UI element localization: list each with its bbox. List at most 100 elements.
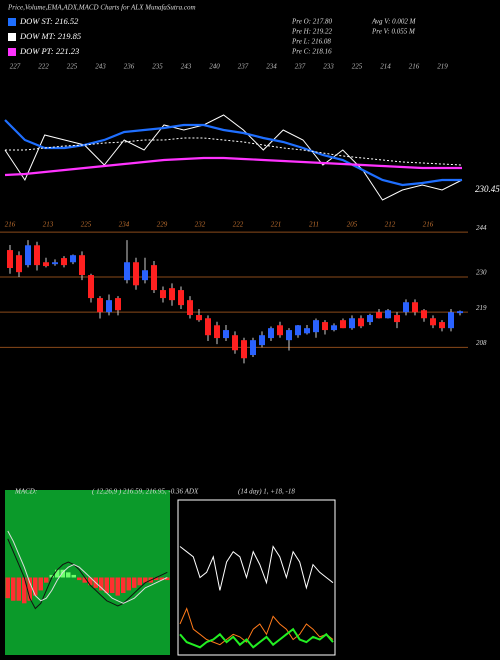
candle-body: [151, 265, 157, 291]
macd-panel: [5, 490, 170, 655]
histogram-bar: [137, 577, 142, 586]
histogram-bar: [82, 577, 87, 583]
candle-body: [268, 328, 274, 339]
histogram-bar: [27, 577, 32, 601]
histogram-bar: [159, 577, 164, 581]
legend-label: DOW MT: 219.85: [19, 31, 81, 41]
stat: Pre O: 217.80: [291, 18, 332, 26]
histogram-bar: [88, 577, 93, 586]
histogram-bar: [55, 569, 60, 578]
macd-params: ( 12,26,9 ) 216.59, 216.95, -0.36 ADX: [92, 488, 199, 496]
candle-body: [385, 310, 391, 319]
chart-title: Price,Volume,EMA,ADX,MACD Charts for ALX…: [7, 4, 196, 12]
candle-body: [448, 312, 454, 329]
candle-body: [160, 290, 166, 299]
histogram-bar: [99, 577, 104, 591]
adx-line: [179, 545, 334, 591]
top-label: 233: [323, 63, 334, 71]
top-label: 237: [295, 63, 306, 71]
histogram-bar: [5, 577, 10, 599]
candle-body: [7, 250, 13, 268]
histogram-bar: [11, 577, 16, 601]
stat: Avg V: 0.002 M: [371, 18, 417, 26]
top-label: 214: [380, 63, 391, 71]
candle-body: [205, 318, 211, 336]
candle-body: [223, 330, 229, 339]
histogram-bar: [44, 577, 49, 583]
top-label: 225: [67, 63, 78, 71]
histogram-bar: [60, 569, 65, 578]
top-label: 243: [95, 63, 106, 71]
candle-body: [34, 245, 40, 266]
date-label: 213: [43, 221, 54, 229]
histogram-bar: [104, 577, 109, 593]
candle-body: [304, 328, 310, 334]
date-label: 211: [309, 221, 319, 229]
date-label: 234: [119, 221, 130, 229]
series-line: [4, 114, 463, 201]
histogram-bar: [66, 572, 71, 578]
top-label: 240: [209, 63, 220, 71]
date-label: 216: [423, 221, 434, 229]
histogram-bar: [132, 577, 137, 588]
stat: Pre V: 0.055 M: [371, 28, 416, 36]
candle-body: [295, 325, 301, 336]
y-tick-label: 230: [476, 269, 487, 277]
candle-body: [88, 275, 94, 299]
annotation: 230.45: [475, 184, 500, 194]
candle-body: [439, 322, 445, 329]
candle-body: [340, 320, 346, 329]
top-label: 225: [352, 63, 363, 71]
macd-line: [7, 530, 168, 604]
candle-body: [196, 315, 202, 321]
candle-body: [52, 262, 58, 265]
legend-swatch: [8, 48, 16, 56]
candle-body: [430, 318, 436, 326]
candle-body: [331, 325, 337, 331]
top-label: 243: [181, 63, 192, 71]
stat: Pre L: 216.08: [291, 38, 331, 46]
candle-body: [259, 335, 265, 346]
top-label: 216: [409, 63, 420, 71]
date-label: 225: [81, 221, 92, 229]
candle-body: [394, 315, 400, 323]
histogram-bar: [121, 577, 126, 593]
candle-body: [376, 312, 382, 319]
histogram-bar: [49, 574, 54, 578]
candle-body: [115, 298, 121, 311]
candle-body: [241, 340, 247, 359]
top-label: 236: [124, 63, 135, 71]
candle-body: [322, 322, 328, 331]
candle-body: [403, 302, 409, 313]
top-label: 234: [266, 63, 277, 71]
candle-body: [133, 262, 139, 286]
histogram-bar: [71, 574, 76, 578]
candle-body: [106, 300, 112, 313]
histogram-bar: [110, 577, 115, 593]
histogram-bar: [16, 577, 21, 601]
series-line: [5, 137, 463, 166]
histogram-bar: [22, 577, 27, 604]
adx-line: [179, 607, 334, 646]
histogram-bar: [33, 577, 38, 596]
series-line: [4, 156, 462, 177]
adx-line: [179, 627, 334, 649]
y-tick-label: 219: [476, 304, 487, 312]
candle-body: [25, 245, 31, 266]
candle-body: [16, 255, 22, 273]
candle-body: [169, 288, 175, 301]
date-label: 212: [385, 221, 396, 229]
top-label: 227: [10, 63, 21, 71]
candle-body: [421, 310, 427, 319]
candle-body: [457, 311, 463, 314]
candle-body: [61, 258, 67, 266]
date-label: 216: [5, 221, 16, 229]
candle-body: [367, 315, 373, 323]
candle-body: [187, 300, 193, 316]
candle-body: [358, 318, 364, 327]
candle-body: [349, 318, 355, 329]
legend-swatch: [8, 33, 16, 41]
histogram-bar: [154, 577, 159, 581]
candle-body: [286, 330, 292, 341]
